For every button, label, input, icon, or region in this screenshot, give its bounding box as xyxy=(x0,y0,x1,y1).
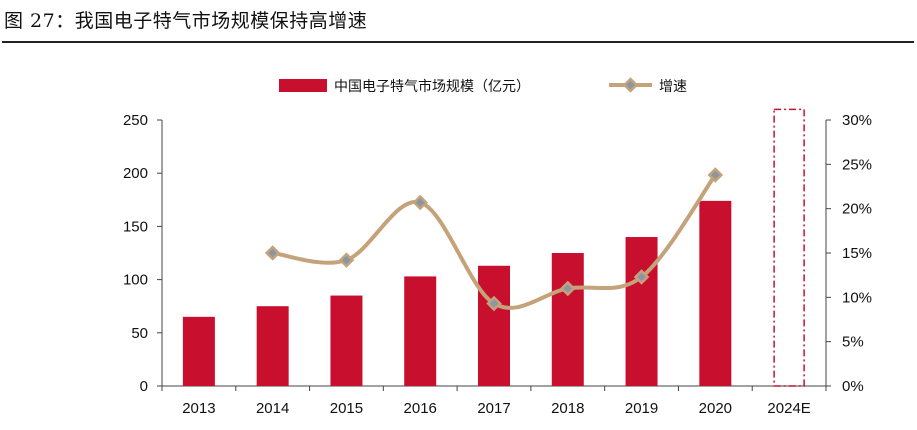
legend-line-marker xyxy=(622,77,639,93)
left-tick-label: 150 xyxy=(123,218,148,235)
bar xyxy=(478,265,510,386)
x-tick-label: 2017 xyxy=(477,400,510,417)
left-tick-label: 250 xyxy=(123,112,148,129)
x-tick-label: 2013 xyxy=(182,400,215,417)
growth-marker xyxy=(560,280,576,297)
legend-bar-label: 中国电子特气市场规模（亿元） xyxy=(334,78,530,95)
x-tick-label: 2019 xyxy=(625,400,658,417)
bar xyxy=(330,295,363,386)
growth-marker xyxy=(633,269,650,285)
projection-bar xyxy=(773,108,805,387)
legend-bar-swatch xyxy=(279,79,327,92)
right-tick-label: 25% xyxy=(842,156,872,173)
growth-marker xyxy=(338,252,355,268)
legend-line-label: 增速 xyxy=(659,79,687,95)
right-tick-label: 15% xyxy=(842,245,872,262)
bar xyxy=(256,306,289,386)
growth-marker xyxy=(264,245,281,261)
x-tick-label: 2014 xyxy=(256,400,289,417)
bar xyxy=(625,237,658,386)
growth-line xyxy=(264,167,724,312)
left-tick-label: 200 xyxy=(123,165,148,182)
right-tick-label: 0% xyxy=(842,378,864,395)
growth-marker xyxy=(707,167,724,183)
bars xyxy=(182,200,732,386)
bar xyxy=(551,253,584,386)
figure-title: 图 27：我国电子特气市场规模保持高增速 xyxy=(4,10,368,32)
projection xyxy=(773,108,805,387)
bar xyxy=(699,200,732,386)
left-tick-label: 100 xyxy=(123,272,148,289)
right-tick-label: 30% xyxy=(842,112,872,129)
x-tick-label: 2024E xyxy=(767,400,810,417)
right-tick-label: 5% xyxy=(842,334,864,351)
right-tick-label: 10% xyxy=(842,289,872,306)
x-tick-label: 2020 xyxy=(699,400,732,417)
x-tick-label: 2018 xyxy=(551,400,584,417)
bar xyxy=(404,276,437,386)
left-tick-label: 0 xyxy=(140,378,148,395)
growth-marker xyxy=(412,194,428,211)
growth-marker xyxy=(486,295,502,312)
left-tick-label: 50 xyxy=(131,325,148,342)
x-tick-label: 2016 xyxy=(404,400,437,417)
legend: 中国电子特气市场规模（亿元） 增速 xyxy=(279,77,687,95)
bar xyxy=(182,316,215,386)
title-rule xyxy=(2,41,914,43)
right-tick-label: 20% xyxy=(842,201,872,218)
x-tick-label: 2015 xyxy=(330,400,363,417)
